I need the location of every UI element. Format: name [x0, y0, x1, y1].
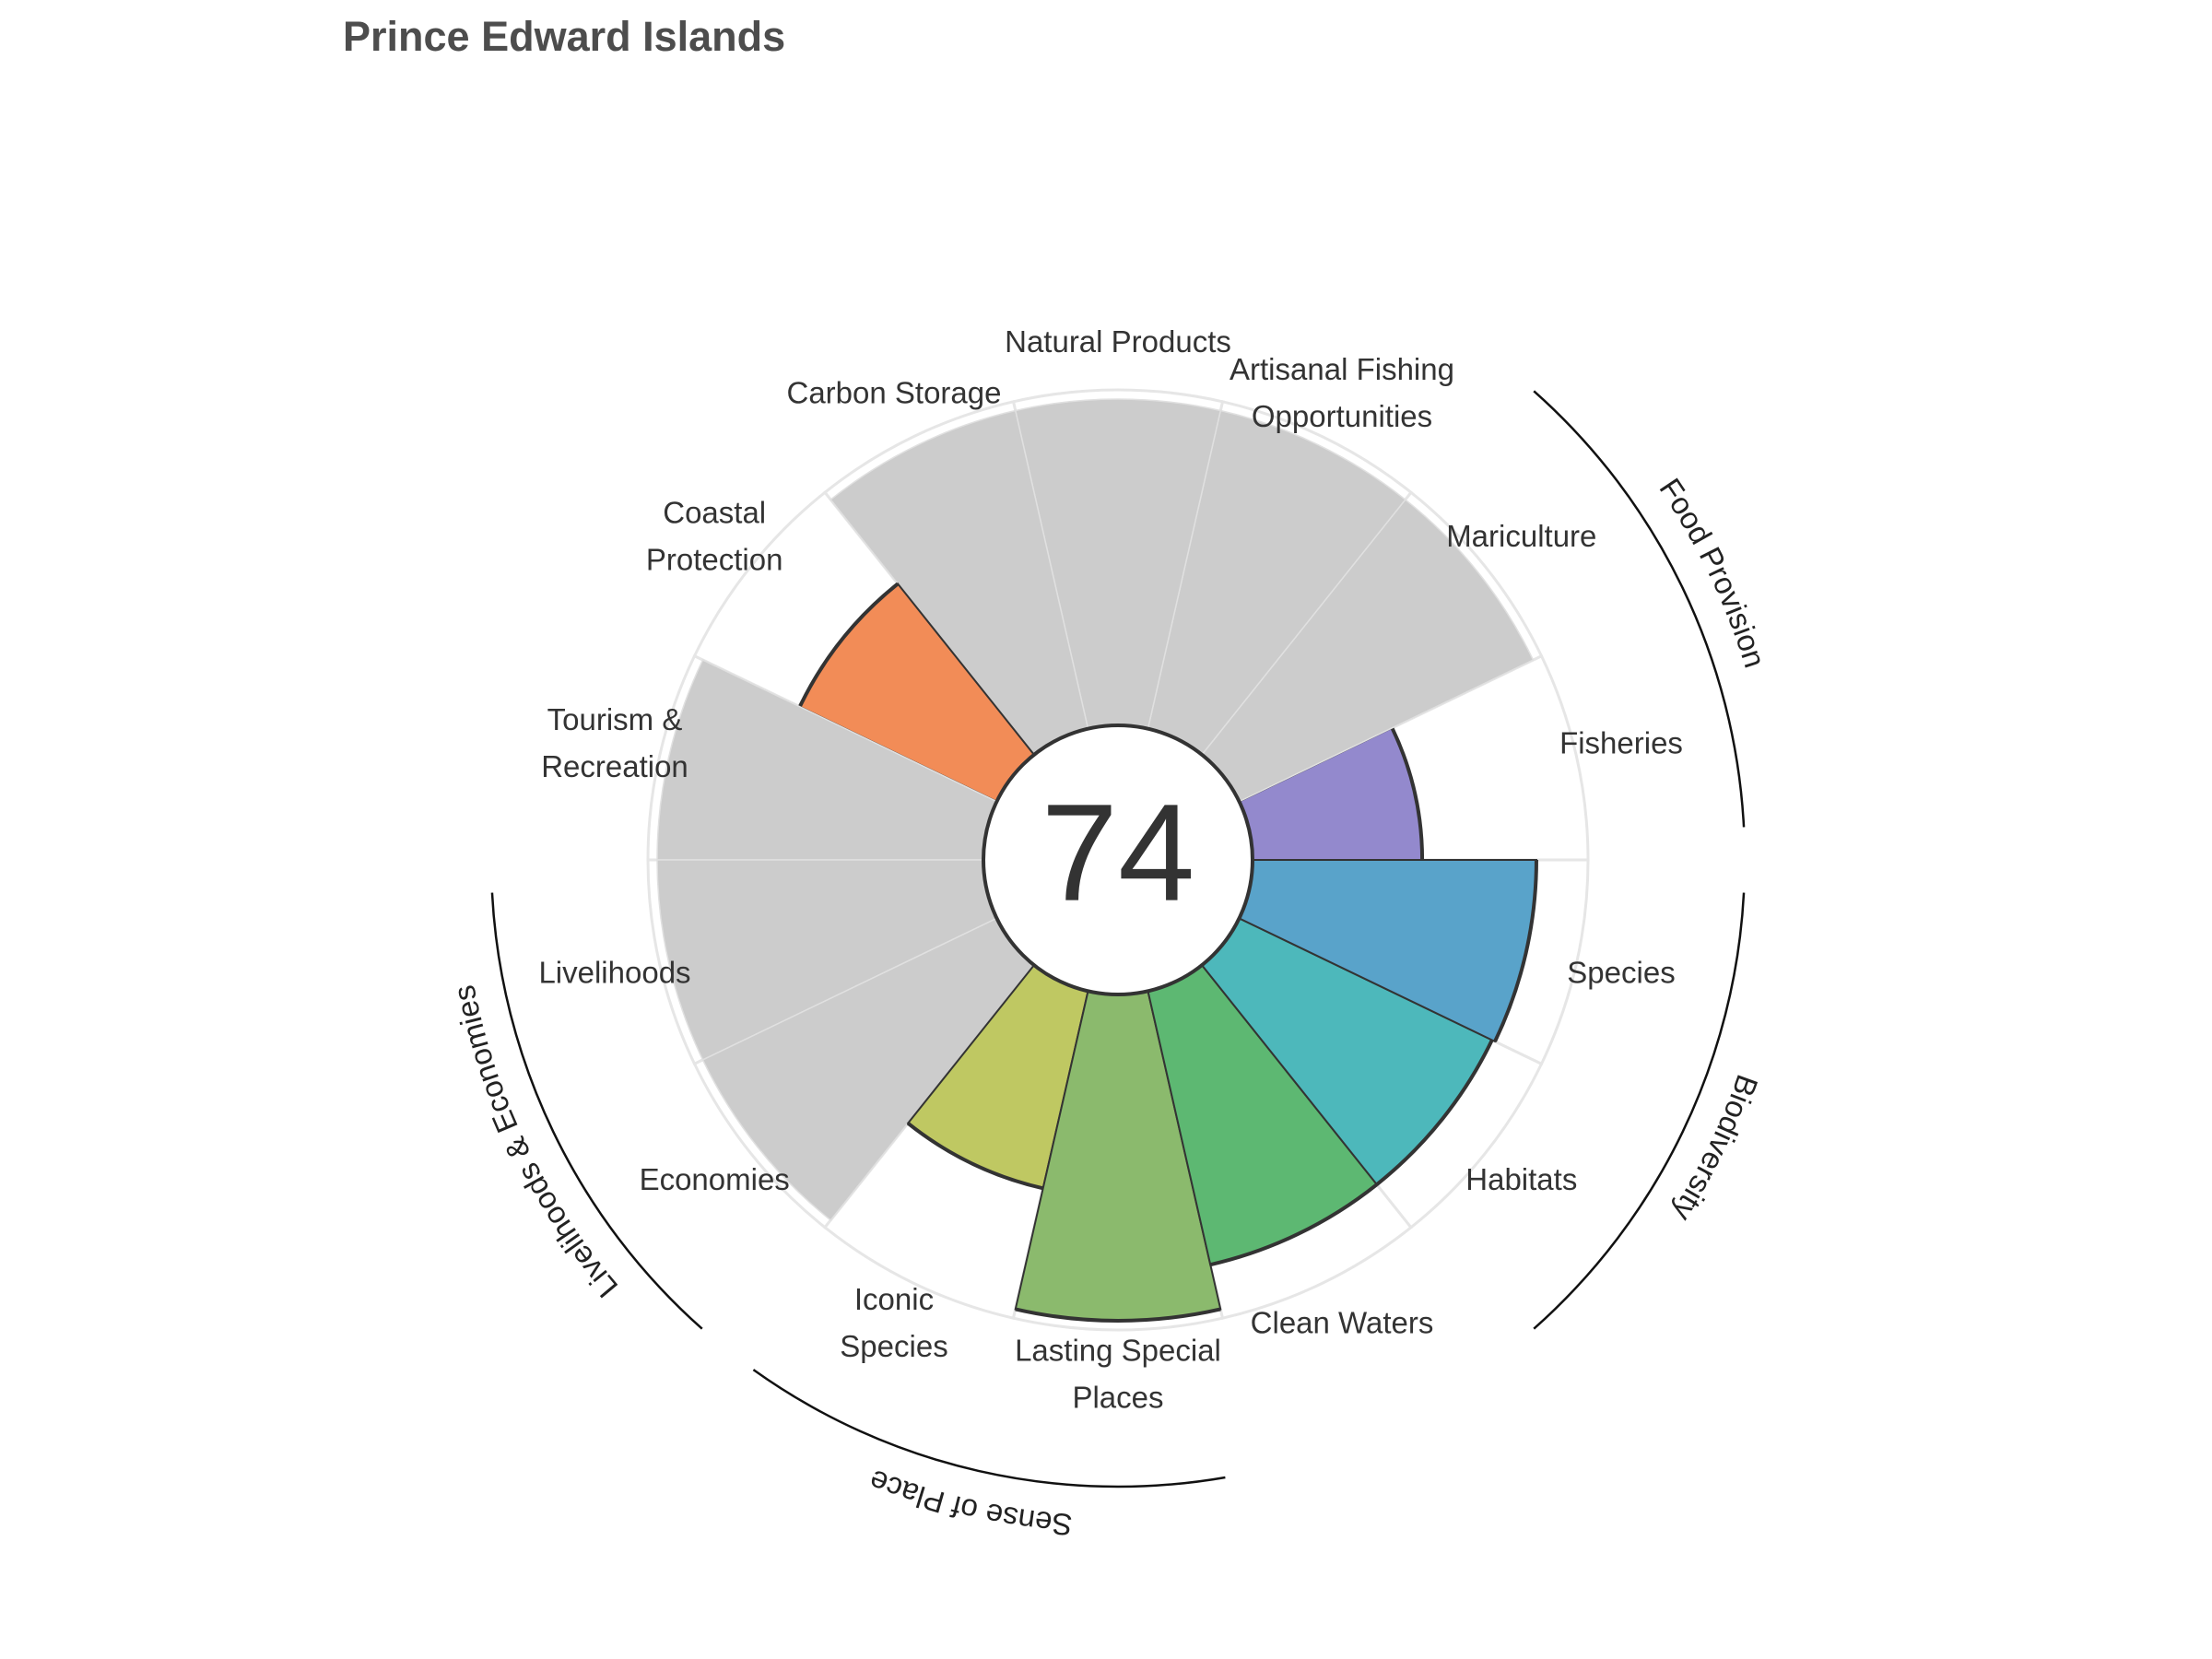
- category-label: Habitats: [1465, 1162, 1577, 1196]
- bar-outline: [1375, 1039, 1494, 1186]
- category-label: Iconic Species: [840, 1282, 947, 1363]
- bar-outline: [1493, 859, 1538, 1042]
- bar-outline: [1209, 1182, 1379, 1267]
- group-arc: [1533, 390, 1746, 828]
- category-labels: Fisheries Mariculture Artisanal Fishing Opp…: [538, 324, 1683, 1415]
- bar-outline: [1015, 1307, 1221, 1323]
- category-label: Coastal Protection: [646, 495, 783, 576]
- group-arc: [752, 1369, 1226, 1488]
- group-label: Food Provision: [1653, 472, 1772, 671]
- category-label: Clean Waters: [1251, 1305, 1434, 1339]
- category-label: Species: [1567, 955, 1675, 989]
- group-arc: [1533, 892, 1746, 1330]
- group-arc: [490, 892, 703, 1330]
- chart-title: Prince Edward Islands: [343, 13, 786, 60]
- category-label: Tourism & Recreation: [541, 702, 688, 783]
- category-label: Fisheries: [1559, 725, 1683, 759]
- category-label: Economies: [640, 1162, 790, 1196]
- center-circle: [982, 724, 1254, 996]
- category-label: Natural Products: [1005, 324, 1231, 359]
- chart-bars: [656, 398, 1538, 1323]
- bar-outline: [797, 582, 900, 708]
- bar-outline: [906, 1122, 1044, 1191]
- category-label: Livelihoods: [538, 955, 690, 989]
- category-label: Lasting Special Places: [1015, 1333, 1221, 1414]
- category-label: Artisanal Fishing Opportunities: [1230, 352, 1454, 433]
- group-label: Livelihoods & Economies: [446, 982, 624, 1304]
- score-value: 74: [1041, 775, 1195, 930]
- category-label: Mariculture: [1446, 519, 1596, 553]
- category-label: Carbon Storage: [787, 375, 1002, 409]
- bar-outline: [1390, 726, 1425, 861]
- group-label: Biodiversity: [1665, 1071, 1765, 1228]
- group-label: Sense of Place: [865, 1464, 1074, 1543]
